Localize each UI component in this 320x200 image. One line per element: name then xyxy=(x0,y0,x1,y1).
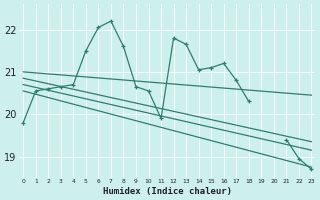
X-axis label: Humidex (Indice chaleur): Humidex (Indice chaleur) xyxy=(103,187,232,196)
